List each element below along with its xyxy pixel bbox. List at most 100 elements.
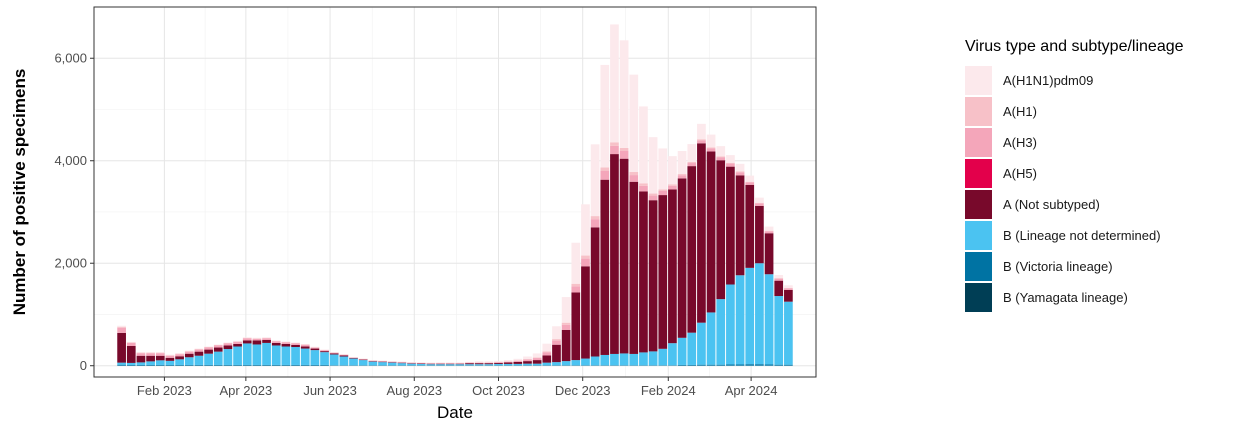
bar-stack-2023-10-01 bbox=[494, 360, 503, 366]
bar-a-not-subtyped-2024-03-17 bbox=[726, 166, 735, 285]
bar-b-lineage-not-determined-2023-07-23 bbox=[397, 363, 407, 366]
bar-a-not-subtyped-2023-05-07 bbox=[291, 344, 300, 348]
bar-b-lineage-not-determined-2023-05-14 bbox=[300, 348, 310, 365]
bar-b-lineage-not-determined-2023-03-05 bbox=[204, 353, 213, 365]
bar-a-not-subtyped-2023-08-20 bbox=[436, 363, 445, 365]
legend-key-a-h1 bbox=[965, 97, 992, 126]
bar-a-h1n1-pdm09-2023-06-11 bbox=[339, 354, 349, 355]
bar-a-h3-2023-05-14 bbox=[300, 344, 310, 347]
bar-b-lineage-not-determined-2024-02-25 bbox=[697, 322, 706, 365]
x-tick-label: Apr 2023 bbox=[219, 383, 272, 398]
bar-a-h1-2023-01-08 bbox=[126, 342, 136, 343]
bar-a-h1-2023-11-05 bbox=[542, 351, 552, 353]
legend-key-a-h3 bbox=[965, 128, 992, 157]
bar-a-not-subtyped-2023-01-01 bbox=[117, 332, 126, 363]
bar-b-victoria-lineage-2023-06-11 bbox=[339, 365, 349, 366]
bar-a-h1n1-pdm09-2023-08-06 bbox=[416, 362, 426, 363]
bar-a-h1n1-pdm09-2023-03-05 bbox=[204, 346, 213, 348]
bar-a-h1-2023-02-05 bbox=[165, 355, 175, 356]
bar-a-not-subtyped-2023-01-08 bbox=[126, 346, 136, 363]
x-tick-label: Feb 2024 bbox=[641, 383, 696, 398]
legend-key-a-not-subtyped bbox=[965, 190, 992, 219]
bar-b-lineage-not-determined-2023-03-26 bbox=[233, 346, 242, 365]
bar-a-h1-2024-01-07 bbox=[629, 172, 639, 176]
bar-a-h1n1-pdm09-2023-10-22 bbox=[523, 356, 532, 360]
bar-b-lineage-not-determined-2023-10-29 bbox=[532, 363, 542, 366]
bar-a-not-subtyped-2023-06-11 bbox=[339, 355, 349, 357]
bar-stack-2023-08-20 bbox=[436, 362, 445, 366]
bar-a-h1-2023-04-30 bbox=[281, 341, 291, 343]
bar-a-h3-2023-04-02 bbox=[242, 338, 252, 341]
bar-stack-2023-11-26 bbox=[571, 242, 581, 366]
bar-a-h3-2024-03-17 bbox=[726, 163, 735, 167]
bar-a-h3-2023-12-17 bbox=[600, 170, 610, 180]
bar-b-victoria-lineage-2023-08-06 bbox=[416, 365, 426, 366]
bar-a-h3-2024-04-28 bbox=[784, 288, 793, 290]
bar-b-lineage-not-determined-2023-01-08 bbox=[126, 362, 136, 365]
bar-a-not-subtyped-2023-05-14 bbox=[300, 346, 310, 349]
bar-stack-2023-12-10 bbox=[590, 144, 600, 366]
legend-item-b-victoria-lineage: B (Victoria lineage) bbox=[965, 251, 1184, 282]
bar-a-h1-2023-08-27 bbox=[445, 362, 455, 364]
bar-a-not-subtyped-2023-08-06 bbox=[416, 363, 426, 364]
bar-a-h1-2023-10-01 bbox=[494, 361, 503, 363]
bar-b-victoria-lineage-2023-02-19 bbox=[184, 364, 194, 366]
bar-stack-2024-03-31 bbox=[745, 175, 755, 366]
bar-a-h1-2023-07-16 bbox=[387, 361, 397, 362]
bar-a-h3-2024-03-03 bbox=[706, 148, 716, 152]
bar-a-not-subtyped-2023-04-09 bbox=[252, 340, 262, 345]
bar-b-victoria-lineage-2023-05-14 bbox=[300, 364, 310, 366]
bar-b-lineage-not-determined-2023-07-16 bbox=[387, 362, 397, 366]
bar-a-h1-2023-06-18 bbox=[349, 357, 358, 358]
bar-a-h1n1-pdm09-2024-02-25 bbox=[697, 123, 706, 140]
bar-a-h1n1-pdm09-2024-04-07 bbox=[755, 197, 764, 203]
bar-b-victoria-lineage-2023-03-19 bbox=[223, 364, 233, 366]
bar-b-lineage-not-determined-2023-12-17 bbox=[600, 354, 610, 366]
bar-b-lineage-not-determined-2024-02-18 bbox=[687, 332, 697, 365]
bar-b-victoria-lineage-2024-03-31 bbox=[745, 364, 755, 366]
bar-a-not-subtyped-2023-07-09 bbox=[378, 361, 387, 363]
bar-a-h1n1-pdm09-2023-04-02 bbox=[242, 337, 252, 338]
bar-b-victoria-lineage-2023-05-21 bbox=[310, 364, 320, 366]
bar-a-h1n1-pdm09-2023-10-01 bbox=[494, 360, 503, 362]
bar-a-not-subtyped-2023-11-19 bbox=[561, 329, 571, 362]
bar-a-not-subtyped-2023-07-02 bbox=[368, 361, 378, 362]
bar-a-h1n1-pdm09-2023-12-31 bbox=[619, 40, 629, 148]
bar-a-not-subtyped-2023-10-22 bbox=[523, 361, 532, 364]
bar-a-h1-2023-05-21 bbox=[310, 347, 320, 348]
bar-stack-2024-03-24 bbox=[735, 163, 745, 366]
bar-b-lineage-not-determined-2023-09-24 bbox=[484, 364, 494, 366]
y-axis-title: Number of positive specimens bbox=[10, 69, 29, 316]
bar-a-h1n1-pdm09-2023-01-15 bbox=[136, 352, 146, 353]
bar-b-victoria-lineage-2023-02-05 bbox=[165, 364, 175, 366]
bar-a-h3-2023-02-05 bbox=[165, 355, 175, 358]
bar-b-victoria-lineage-2023-05-28 bbox=[320, 364, 329, 366]
bar-a-not-subtyped-2023-03-12 bbox=[213, 347, 223, 352]
bar-a-h1n1-pdm09-2023-06-04 bbox=[329, 352, 339, 353]
bar-b-victoria-lineage-2023-09-17 bbox=[474, 365, 484, 366]
bar-b-lineage-not-determined-2023-11-26 bbox=[571, 360, 581, 366]
bar-stack-2023-07-16 bbox=[387, 361, 397, 366]
bar-a-not-subtyped-2023-11-05 bbox=[542, 355, 552, 363]
bar-a-h1n1-pdm09-2023-03-19 bbox=[223, 342, 233, 343]
legend-label: A(H3) bbox=[1003, 135, 1037, 150]
bar-b-victoria-lineage-2023-06-18 bbox=[349, 365, 358, 366]
bar-a-h1n1-pdm09-2024-04-14 bbox=[764, 226, 774, 231]
bar-stack-2024-03-17 bbox=[726, 155, 735, 366]
bar-stack-2023-01-29 bbox=[155, 352, 165, 366]
bar-a-not-subtyped-2023-06-04 bbox=[329, 353, 339, 355]
bar-b-lineage-not-determined-2023-02-19 bbox=[184, 357, 194, 365]
bar-a-h1n1-pdm09-2023-04-09 bbox=[252, 337, 262, 339]
bar-a-h1-2024-03-24 bbox=[735, 171, 745, 173]
bar-a-h3-2023-01-15 bbox=[136, 353, 146, 356]
bar-a-not-subtyped-2023-12-03 bbox=[581, 266, 590, 359]
bar-a-h1-2023-01-29 bbox=[155, 352, 165, 354]
bar-a-h3-2023-07-16 bbox=[387, 361, 397, 363]
bar-a-h1n1-pdm09-2023-12-24 bbox=[610, 24, 619, 143]
bar-b-victoria-lineage-2023-08-13 bbox=[426, 365, 436, 366]
bar-a-h1-2023-01-01 bbox=[117, 326, 126, 328]
bar-a-h3-2023-01-01 bbox=[117, 327, 126, 333]
bar-a-not-subtyped-2024-04-14 bbox=[764, 233, 774, 275]
bar-stack-2023-10-15 bbox=[513, 358, 523, 366]
bar-a-h1-2023-09-17 bbox=[474, 362, 484, 363]
